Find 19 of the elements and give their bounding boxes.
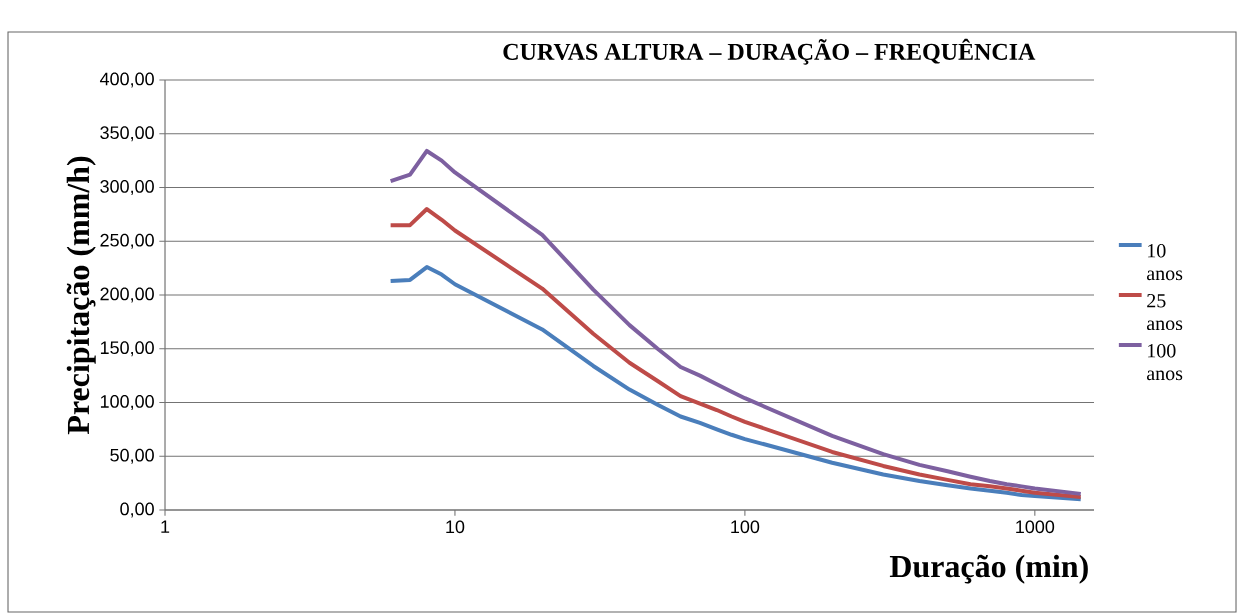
x-tick-label: 10	[446, 520, 465, 534]
legend-label: 25 anos	[1147, 294, 1183, 331]
legend-label: 10 anos	[1147, 244, 1183, 281]
y-tick-label: 350,00	[100, 126, 154, 142]
chart-title: CURVAS ALTURA – DURAÇÃO – FREQUÊNCIA	[503, 38, 1036, 65]
x-tick-label: 1000	[1016, 520, 1055, 534]
legend-label: 100 anos	[1147, 344, 1183, 381]
y-tick-label: 200,00	[100, 287, 154, 303]
y-axis-title: Precipitação (mm/h)	[66, 156, 96, 435]
y-tick-label: 250,00	[100, 233, 154, 249]
y-tick-label: 400,00	[99, 72, 154, 88]
y-tick-label: 300,00	[100, 180, 154, 195]
x-tick-label: 100	[731, 520, 760, 534]
x-axis-title: Duração (min)	[889, 554, 1088, 584]
y-tick-label: 50,00	[110, 448, 154, 464]
x-tick-label: 1	[161, 520, 170, 533]
y-tick-label: 150,00	[100, 341, 154, 357]
y-tick-label: 100,00	[100, 395, 154, 410]
y-tick-label: 0,00	[120, 502, 154, 518]
